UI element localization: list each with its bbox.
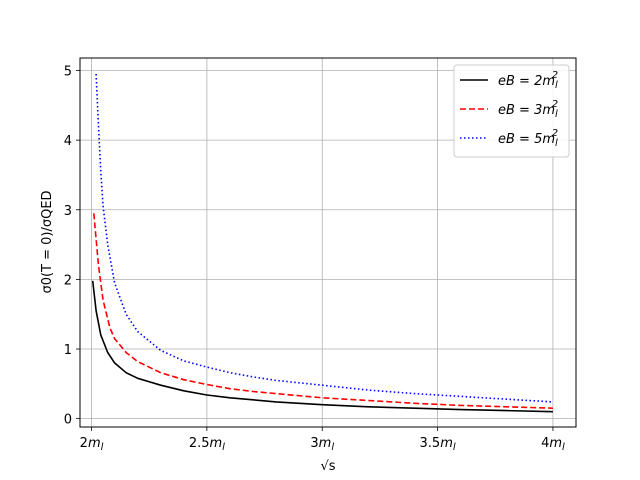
x-axis: 2ml 2.5ml 3ml 3.5ml 4ml	[80, 427, 565, 453]
y-tick-label: 1	[64, 343, 72, 358]
y-tick-label: 5	[64, 65, 72, 80]
x-tick-sub: l	[331, 442, 334, 453]
x-tick-sub: l	[562, 442, 565, 453]
legend-label-sub: l	[555, 109, 558, 120]
legend-label-3: eB = 5ml2	[498, 128, 558, 149]
x-tick-label: 3ml	[310, 436, 334, 453]
x-tick-coef: 3	[310, 436, 318, 451]
legend-label-sup: 2	[552, 70, 558, 81]
legend-label-main: eB = 5m	[498, 132, 555, 147]
legend-label-1: eB = 2ml2	[498, 70, 558, 91]
x-tick-label: 3.5ml	[420, 436, 456, 453]
legend-label-2: eB = 3ml2	[498, 99, 558, 120]
x-tick-unit: m	[440, 436, 453, 451]
x-tick-unit: m	[88, 436, 101, 451]
x-axis-label-text: √s	[320, 459, 335, 474]
series-layer	[91, 73, 553, 413]
x-tick-unit: m	[549, 436, 562, 451]
y-tick-label: 0	[64, 413, 72, 428]
y-axis-label: σ0(T = 0)/σQED	[40, 190, 55, 293]
legend-label-sub: l	[555, 138, 558, 149]
x-tick-coef: 4	[541, 436, 549, 451]
y-axis-label-text: σ0(T = 0)/σQED	[40, 190, 55, 293]
legend-label-sub: l	[555, 80, 558, 91]
x-tick-coef: 2	[80, 436, 88, 451]
legend-box	[453, 64, 570, 158]
series-line-3	[95, 73, 553, 403]
legend-label-sup: 2	[552, 99, 558, 110]
x-tick-label: 4ml	[541, 436, 565, 453]
x-axis-label: √s	[320, 459, 335, 474]
legend-label-main: eB = 2m	[498, 74, 555, 89]
y-axis: 0 1 2 3 4 5	[64, 65, 80, 428]
x-tick-unit: m	[210, 436, 223, 451]
x-tick-unit: m	[319, 436, 332, 451]
y-tick-label: 3	[64, 204, 72, 219]
x-tick-sub: l	[453, 442, 456, 453]
x-tick-coef: 2.5	[189, 436, 210, 451]
series-line-1	[91, 280, 553, 413]
legend-label-sup: 2	[552, 128, 558, 139]
x-tick-coef: 3.5	[420, 436, 441, 451]
y-tick-label: 4	[64, 134, 72, 149]
y-tick-label: 2	[64, 273, 72, 288]
series-line-2	[93, 213, 553, 409]
axes-frame	[79, 57, 577, 428]
x-tick-sub: l	[222, 442, 225, 453]
legend-label-main: eB = 3m	[498, 103, 555, 118]
x-tick-label: 2ml	[80, 436, 104, 453]
x-tick-label: 2.5ml	[189, 436, 225, 453]
x-tick-sub: l	[101, 442, 104, 453]
